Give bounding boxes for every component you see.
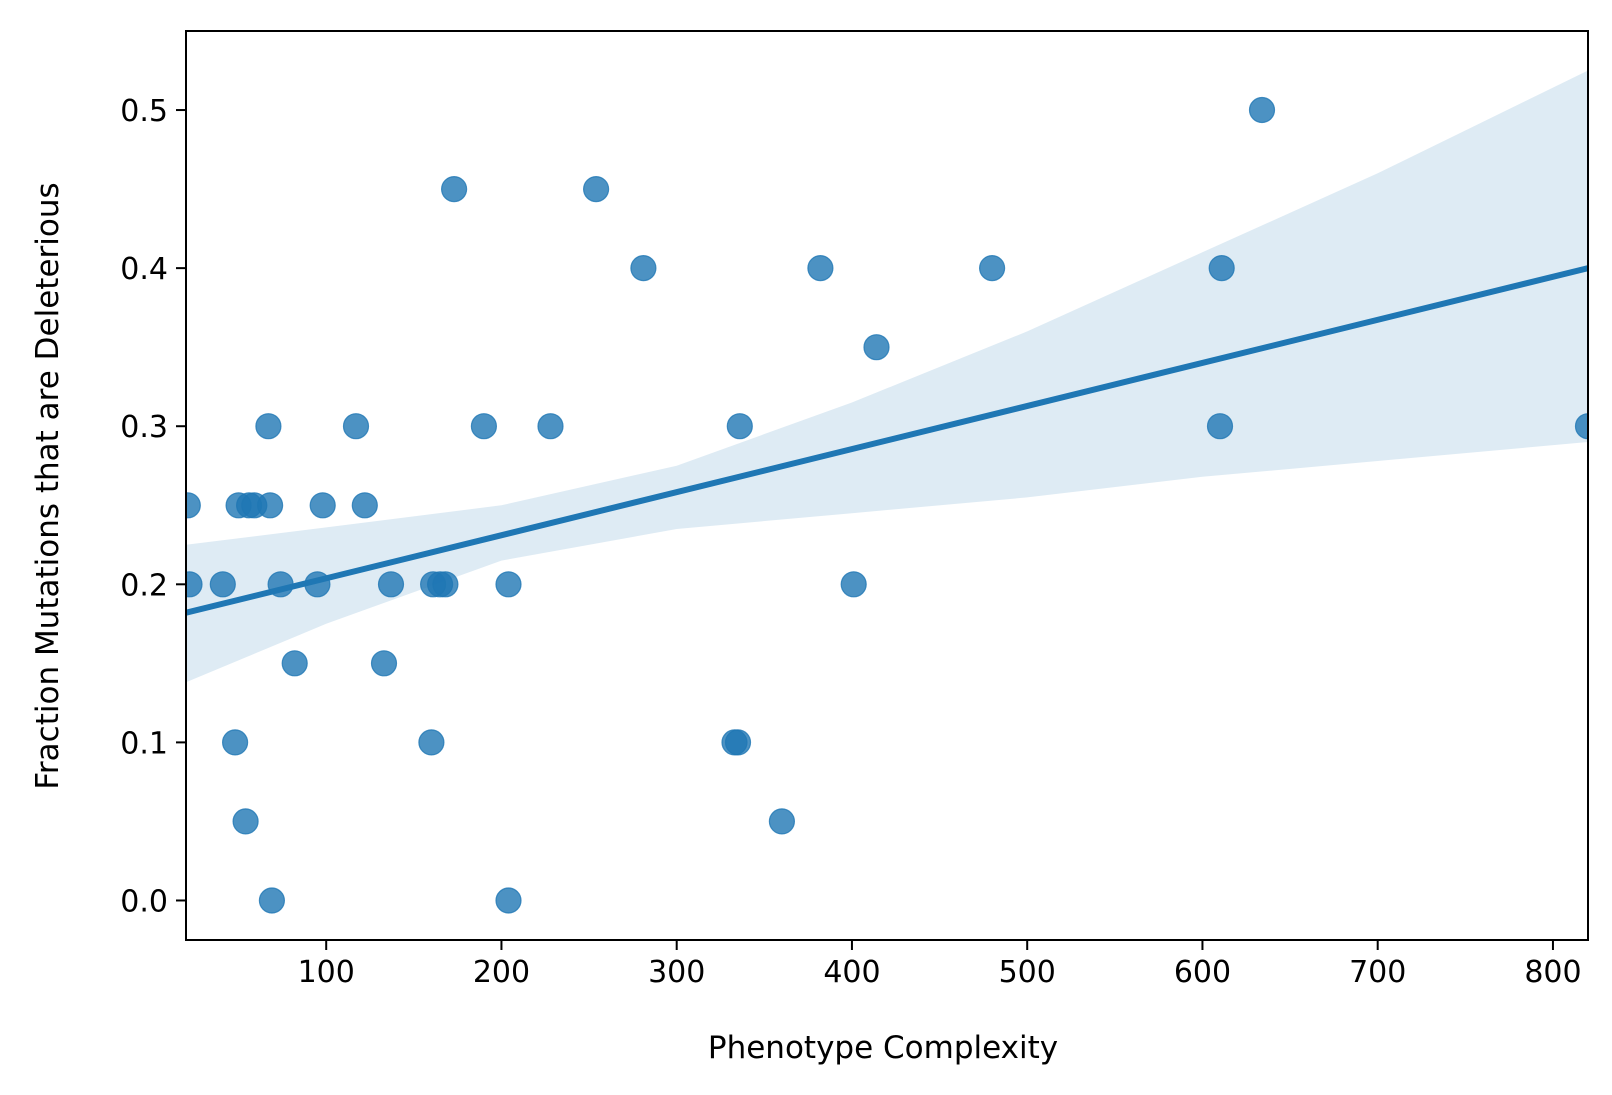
data-point [582, 176, 610, 203]
y-tick-label: 0.3 [120, 410, 168, 445]
data-point [222, 729, 249, 756]
x-tick-label: 800 [1524, 955, 1581, 990]
data-point [1208, 255, 1235, 282]
data-point [257, 492, 284, 519]
data-point [281, 650, 308, 677]
data-point [724, 729, 752, 756]
x-axis-title: Phenotype Complexity [708, 1030, 1058, 1066]
data-point [342, 413, 370, 440]
data-point [495, 571, 522, 598]
plot-area [186, 70, 1588, 914]
y-axis-title: Fraction Mutations that are Deleterious [30, 182, 66, 789]
x-tick-label: 400 [823, 955, 880, 990]
data-point [630, 255, 657, 282]
y-tick-label: 0.5 [120, 94, 168, 129]
data-point [232, 808, 259, 835]
y-tick-label: 0.4 [120, 252, 168, 287]
data-point [978, 255, 1006, 282]
x-tick-label: 300 [648, 955, 705, 990]
data-point [255, 413, 282, 440]
data-point [377, 571, 405, 598]
data-point [441, 176, 468, 203]
y-tick-label: 0.2 [120, 568, 168, 603]
data-point [304, 571, 331, 598]
data-point [418, 729, 445, 756]
data-point [470, 413, 497, 440]
data-point [351, 492, 378, 519]
data-point [537, 413, 564, 440]
data-point [840, 571, 867, 598]
data-point [863, 334, 890, 361]
data-point [1206, 413, 1234, 440]
y-tick-label: 0.0 [120, 884, 168, 919]
data-point [1248, 96, 1276, 124]
data-point [1574, 413, 1588, 440]
x-tick-label: 200 [473, 955, 530, 990]
axes: 100 200 300 400 500 600 700 800 0.0 0.1 0.2 0.3 0.4 0… [120, 30, 1589, 990]
x-tick-label: 700 [1349, 955, 1406, 990]
data-point [186, 492, 201, 519]
data-point [432, 571, 459, 598]
data-point [726, 413, 753, 440]
data-point [495, 887, 522, 914]
data-point [258, 887, 285, 914]
regression-line [186, 265, 1588, 616]
data-point [186, 571, 203, 598]
data-point [807, 255, 834, 282]
plot-frame [185, 30, 1589, 941]
data-point [370, 650, 398, 677]
x-tick-label: 500 [999, 955, 1056, 990]
data-point [209, 571, 236, 598]
x-tick-label: 600 [1174, 955, 1231, 990]
data-point [309, 492, 336, 519]
data-point [267, 571, 294, 598]
y-tick-label: 0.1 [120, 726, 168, 761]
data-point [768, 808, 796, 835]
x-tick-label: 100 [298, 955, 355, 990]
